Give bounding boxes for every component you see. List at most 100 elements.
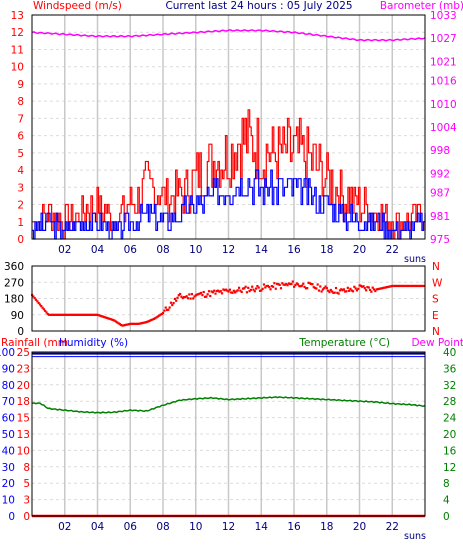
wind-left-tick-label: 2 — [17, 200, 24, 212]
direction-point — [359, 284, 363, 287]
humidity-tick-label: 100 — [0, 347, 15, 359]
direction-point — [122, 324, 125, 327]
barometer-series-line — [31, 29, 426, 42]
direction-point — [190, 292, 194, 296]
direction-point — [304, 287, 307, 290]
direction-point — [86, 313, 89, 316]
direction-point — [44, 309, 47, 312]
rain-tick-label: 15 — [17, 413, 30, 425]
direction-point — [327, 289, 330, 292]
direction-point — [290, 282, 293, 286]
direction-point — [57, 313, 60, 316]
wind-left-tick-label: 1 — [17, 217, 24, 229]
temp-tick-label: 24 — [443, 413, 457, 425]
direction-point — [141, 321, 144, 325]
direction-point — [127, 323, 131, 326]
direction-point — [396, 284, 399, 288]
direction-point — [273, 282, 276, 285]
direction-point — [320, 290, 323, 293]
direction-point — [38, 303, 42, 306]
baro-right-tick-label: 975 — [430, 234, 450, 246]
direction-point — [196, 293, 199, 296]
direction-point — [311, 283, 314, 286]
direction-point — [181, 296, 184, 300]
temp-tick-label: 40 — [443, 347, 456, 359]
direction-point — [367, 286, 370, 289]
dir-right-tick-label: N — [432, 326, 440, 338]
direction-point — [365, 289, 368, 292]
direction-point — [34, 298, 38, 301]
wind-x-tick-label: 16 — [287, 244, 301, 256]
direction-point — [307, 281, 310, 284]
direction-point — [209, 294, 212, 298]
humidity-tick-label: 80 — [2, 380, 15, 392]
humidity-tick-label: 0 — [8, 511, 15, 523]
direction-point — [275, 282, 279, 285]
direction-point — [163, 309, 166, 312]
direction-point — [264, 286, 267, 289]
direction-point — [76, 313, 80, 316]
direction-point — [175, 299, 178, 302]
direction-point — [139, 322, 142, 325]
direction-point — [223, 289, 226, 292]
temp-x-tick-label: 06 — [124, 521, 138, 533]
direction-point — [371, 286, 374, 289]
direction-point — [214, 292, 217, 295]
baro-right-tick-label: 1004 — [430, 122, 457, 134]
direction-point — [408, 284, 411, 288]
direction-point — [226, 289, 229, 292]
temp-x-tick-label: 14 — [255, 521, 269, 533]
direction-point — [247, 286, 250, 289]
wind-x-tick-label: 02 — [58, 244, 71, 256]
direction-point — [241, 287, 245, 290]
temp-tick-label: 20 — [443, 429, 456, 441]
direction-point — [389, 285, 393, 288]
temp-tick-label: 32 — [443, 380, 456, 392]
direction-point — [245, 291, 249, 294]
direction-point — [155, 316, 158, 319]
direction-point — [261, 287, 264, 290]
wind-panel-frame — [31, 14, 426, 240]
direction-point — [79, 313, 82, 316]
wind-left-tick-label: 10 — [11, 62, 24, 74]
baro-right-tick-label: 998 — [430, 145, 450, 157]
direction-point — [88, 313, 91, 316]
direction-point — [68, 313, 72, 316]
direction-point — [270, 284, 273, 288]
direction-point — [393, 284, 397, 288]
direction-point — [303, 285, 306, 288]
direction-point — [236, 289, 239, 292]
direction-point — [372, 288, 376, 291]
direction-point — [353, 285, 356, 288]
direction-point — [368, 288, 372, 292]
wind-left-tick-label: 5 — [17, 148, 24, 160]
direction-point — [100, 315, 103, 318]
wind-left-tick-label: 11 — [11, 44, 24, 56]
dir-panel-frame — [31, 265, 426, 332]
direction-point — [62, 313, 65, 316]
direction-point — [176, 296, 179, 299]
direction-point — [129, 322, 132, 325]
direction-point — [333, 291, 336, 294]
direction-point — [63, 313, 66, 316]
temperature-series-line — [31, 396, 426, 414]
direction-point — [262, 283, 266, 286]
direction-point — [392, 284, 395, 288]
direction-point — [237, 286, 241, 289]
direction-point — [110, 318, 114, 321]
direction-point — [375, 288, 378, 291]
direction-point — [248, 290, 251, 293]
direction-point — [258, 289, 262, 292]
direction-point — [116, 321, 119, 324]
wind-x-tick-label: 14 — [255, 244, 269, 256]
rain-tick-label: 3 — [23, 495, 30, 507]
direction-point — [281, 282, 284, 285]
dewpoint-title: Dew Point — [411, 337, 463, 349]
wind-left-tick-label: 6 — [17, 131, 24, 143]
direction-point — [72, 313, 76, 316]
temp-tick-label: 4 — [443, 495, 450, 507]
direction-point — [401, 284, 404, 288]
direction-point — [91, 313, 94, 316]
direction-point — [165, 308, 169, 312]
